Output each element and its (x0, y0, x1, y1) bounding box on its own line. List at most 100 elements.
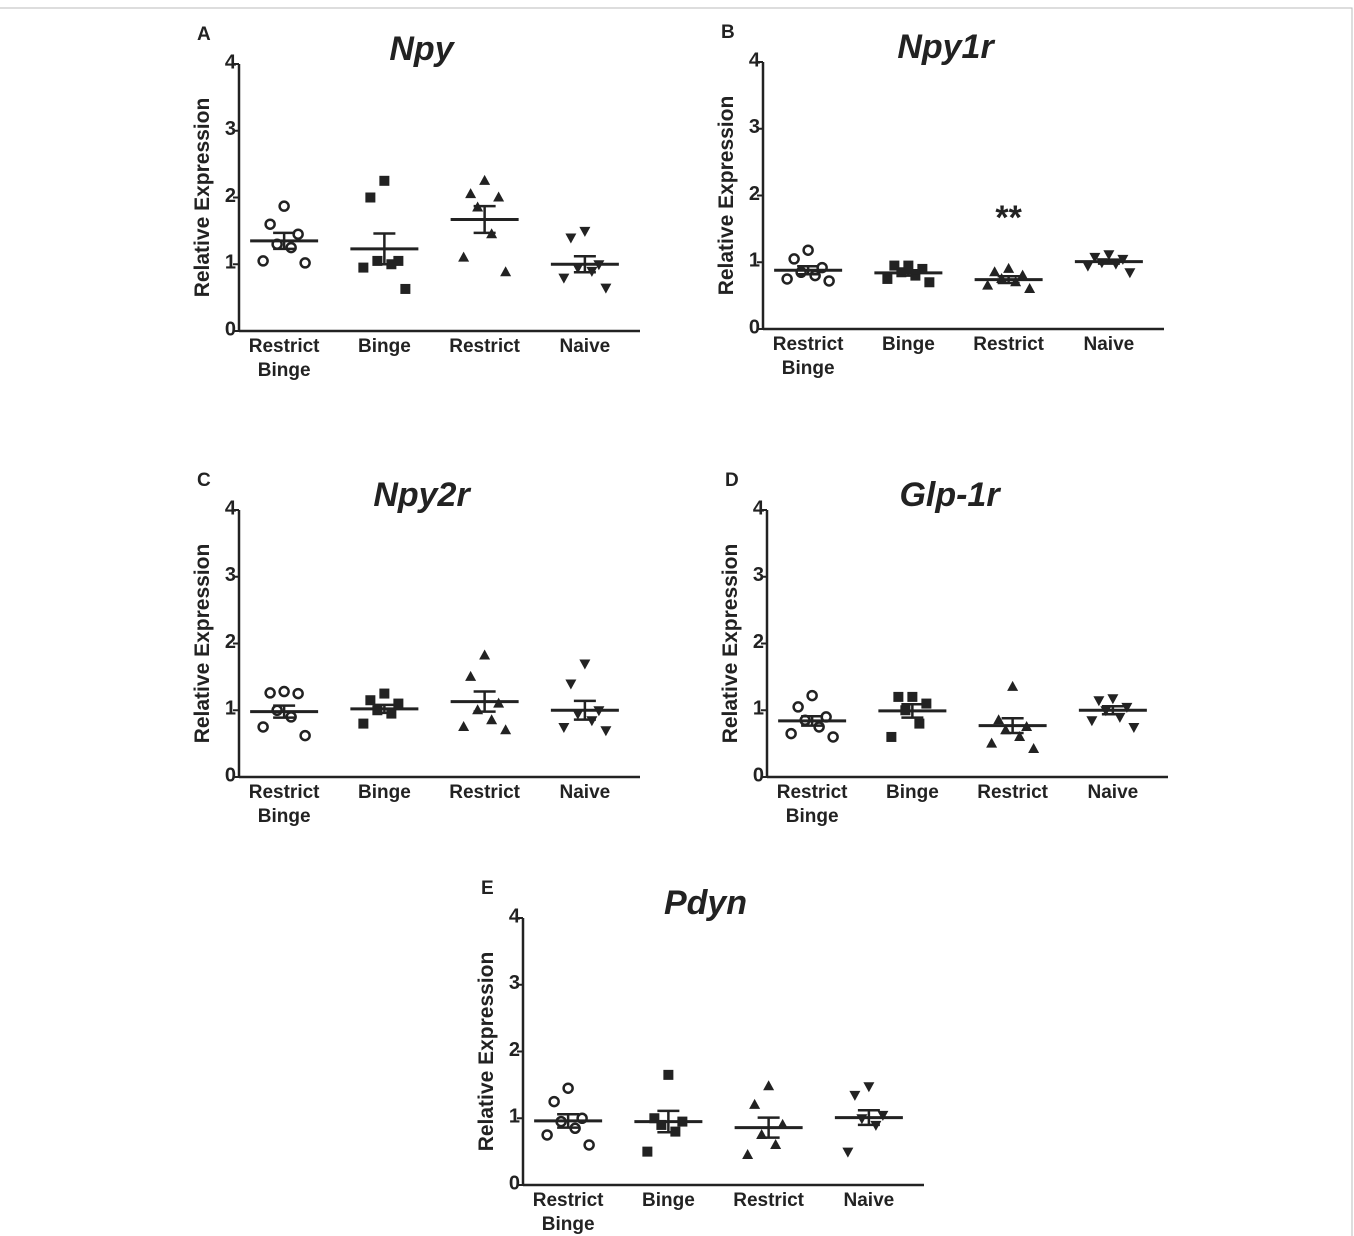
data-point (742, 1148, 754, 1159)
data-point (649, 1113, 660, 1124)
y-tick-label: 1 (753, 698, 764, 720)
data-point (579, 226, 591, 237)
y-tick-label: 4 (225, 51, 237, 73)
data-point (889, 260, 900, 271)
data-point (924, 277, 935, 288)
data-point (486, 714, 498, 725)
sem-bar (373, 703, 396, 715)
panel-letter: B (721, 22, 735, 43)
data-point (781, 273, 793, 285)
data-point (907, 691, 918, 702)
data-point (400, 283, 411, 294)
data-point (917, 263, 928, 274)
y-tick-label: 2 (749, 183, 760, 205)
data-point (1107, 694, 1119, 705)
data-point (458, 720, 470, 731)
x-tick-label: Restrict (733, 1190, 804, 1211)
data-point (558, 273, 570, 284)
sem-bar (657, 1109, 680, 1134)
sem-bar (273, 704, 296, 719)
sem-bar (373, 232, 396, 266)
y-tick-label: 0 (509, 1172, 520, 1194)
data-point (299, 729, 311, 742)
y-axis-label: Relative Expression (475, 952, 498, 1152)
data-point (886, 731, 897, 742)
sem-bar (801, 715, 824, 727)
data-point (1089, 252, 1101, 263)
x-tick-label: Naive (843, 1190, 895, 1211)
y-tick-label: 1 (225, 252, 236, 274)
data-point (562, 1082, 574, 1094)
annotation: ** (995, 199, 1022, 237)
y-axis-label: Relative Expression (191, 98, 214, 298)
data-point (806, 689, 818, 702)
data-point (1014, 730, 1026, 741)
data-point (903, 260, 914, 271)
x-tick-label: Naive (559, 782, 611, 803)
x-tick-label: Restrict Binge (776, 782, 848, 827)
y-tick-label: 1 (749, 250, 760, 272)
data-point (813, 721, 825, 733)
data-point (379, 175, 390, 186)
sem-bar (897, 269, 920, 277)
chart-title: Npy2r (373, 476, 471, 514)
data-point (1007, 680, 1019, 691)
sem-bar (857, 1108, 880, 1127)
sem-bar (473, 204, 496, 235)
y-tick-label: 4 (225, 497, 237, 519)
y-tick-label: 2 (225, 185, 236, 207)
data-point (1117, 254, 1129, 265)
x-tick-label: Restrict Binge (532, 1190, 604, 1235)
data-point (565, 679, 577, 690)
sem-bar (997, 275, 1020, 285)
data-point (465, 188, 477, 199)
sem-bar (757, 1116, 780, 1139)
data-point (393, 698, 404, 709)
data-point (600, 726, 612, 737)
x-tick-label: Restrict Binge (248, 336, 320, 381)
data-point (278, 685, 290, 698)
data-point (802, 244, 814, 256)
x-tick-label: Restrict (977, 782, 1048, 803)
data-point (278, 200, 290, 212)
x-tick-label: Restrict (973, 334, 1044, 355)
data-point (1124, 268, 1136, 279)
data-point (770, 1138, 782, 1149)
data-point (914, 718, 925, 729)
data-point (572, 709, 584, 720)
panel-letter: E (481, 878, 494, 899)
x-tick-label: Binge (357, 782, 411, 803)
sem-bar (557, 1112, 580, 1129)
y-axis-label: Relative Expression (719, 544, 742, 744)
y-tick-label: 0 (749, 316, 760, 338)
x-tick-label: Binge (885, 782, 939, 803)
x-tick-label: Restrict Binge (772, 334, 844, 379)
data-point (1121, 702, 1133, 713)
x-tick-label: Restrict Binge (248, 782, 320, 827)
data-point (479, 174, 491, 185)
data-point (600, 283, 612, 294)
panel-letter: A (197, 24, 211, 45)
x-tick-label: Binge (641, 1190, 695, 1211)
data-point (893, 691, 904, 702)
data-point (500, 266, 512, 277)
x-tick-label: Restrict (449, 336, 520, 357)
data-point (292, 687, 304, 700)
y-tick-label: 3 (749, 116, 760, 138)
data-point (1024, 282, 1036, 293)
data-point (1028, 742, 1040, 753)
sem-bar (1001, 717, 1024, 735)
data-point (827, 731, 839, 743)
data-point (1103, 250, 1115, 261)
y-tick-label: 4 (509, 905, 521, 927)
data-point (264, 218, 276, 230)
data-point (823, 275, 835, 287)
data-point (809, 269, 821, 282)
sem-bar (1101, 704, 1124, 716)
data-point (583, 1139, 595, 1151)
data-point (393, 255, 404, 266)
x-tick-label: Naive (1087, 782, 1139, 803)
data-point (479, 649, 491, 660)
